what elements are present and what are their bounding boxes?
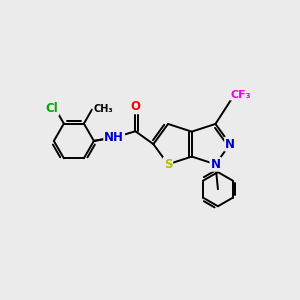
- Text: N: N: [210, 158, 220, 171]
- Text: O: O: [130, 100, 140, 113]
- Text: Cl: Cl: [46, 102, 59, 115]
- Text: CF₃: CF₃: [230, 89, 251, 100]
- Text: CH₃: CH₃: [94, 104, 113, 114]
- Text: NH: NH: [104, 130, 124, 144]
- Text: N: N: [225, 138, 235, 151]
- Text: S: S: [164, 158, 172, 171]
